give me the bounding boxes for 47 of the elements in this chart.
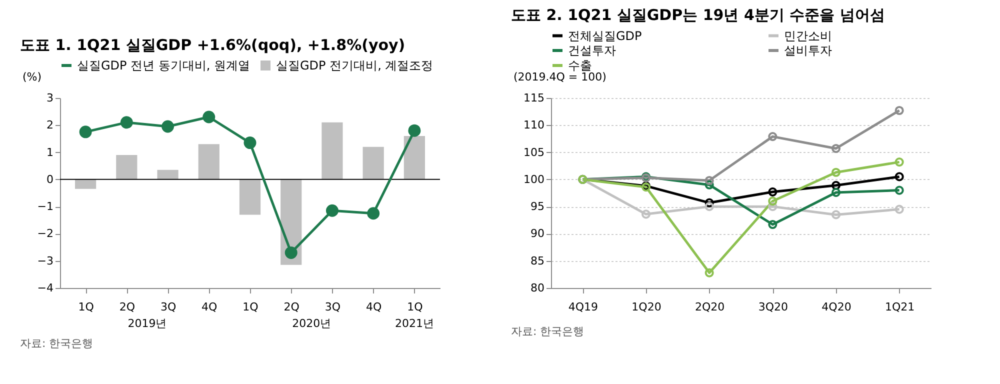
legend-label: 설비투자 <box>784 44 832 58</box>
x-tick-label: 4Q19 <box>568 300 598 314</box>
x-tick-label: 1Q <box>407 300 424 314</box>
y-tick-label: 1 <box>46 146 54 159</box>
y-tick-label: 2 <box>46 118 54 132</box>
y-tick-label: 80 <box>530 282 544 294</box>
y-axis-title: (%) <box>22 70 42 84</box>
y-tick-label: 100 <box>524 172 544 186</box>
x-tick-label: 1Q20 <box>632 300 662 314</box>
legend-label: 수출 <box>568 58 592 72</box>
y-tick-label: 110 <box>524 118 544 132</box>
x-tick-label: 4Q20 <box>822 300 852 314</box>
legend-label: 민간소비 <box>784 28 832 43</box>
y-tick-label: 85 <box>530 254 544 268</box>
legend-label: 전체실질GDP <box>568 28 642 43</box>
y-tick-label: 0 <box>46 172 54 186</box>
x-tick-label: 4Q <box>202 300 218 314</box>
y-tick-label: 105 <box>524 146 544 159</box>
legend-label: 실질GDP 전기대비, 계절조정 <box>276 58 434 72</box>
text: 자료: 한국은행 <box>20 337 94 350</box>
y-tick-label: −3 <box>37 254 54 268</box>
y-tick-label: −1 <box>37 200 54 214</box>
text: 자료: 한국은행 <box>511 325 584 338</box>
chart-title: 도표 2. 1Q21 실질GDP는 19년 4분기 수준을 넘어섬 <box>511 6 885 24</box>
y-tick-label: 95 <box>530 200 544 214</box>
x-tick-label: 2Q20 <box>695 300 725 314</box>
x-tick-label: 1Q <box>78 300 94 314</box>
text: 2021년 <box>394 317 434 330</box>
x-tick-label: 2Q <box>119 300 136 314</box>
text: 2019년 <box>128 317 167 330</box>
y-axis-title: (2019.4Q = 100) <box>514 70 606 84</box>
x-tick-label: 3Q <box>160 300 176 314</box>
x-tick-label: 3Q <box>324 300 341 314</box>
legend-label: 건설투자 <box>568 44 616 58</box>
x-tick-label: 2Q <box>284 300 300 314</box>
x-tick-label: 1Q21 <box>885 300 915 314</box>
y-tick-label: 90 <box>530 227 544 240</box>
y-tick-label: −2 <box>37 227 54 240</box>
text: 2020년 <box>292 317 332 330</box>
y-tick-label: 3 <box>46 92 54 104</box>
y-tick-label: −4 <box>37 282 54 294</box>
x-tick-label: 1Q <box>242 300 259 314</box>
x-tick-label: 4Q <box>366 300 382 314</box>
y-tick-label: 115 <box>524 92 544 104</box>
chart-title: 도표 1. 1Q21 실질GDP +1.6%(qoq), +1.8%(yoy) <box>20 36 406 54</box>
x-tick-label: 3Q20 <box>758 300 788 314</box>
legend-label: 실질GDP 전년 동기대비, 원계열 <box>77 58 250 72</box>
